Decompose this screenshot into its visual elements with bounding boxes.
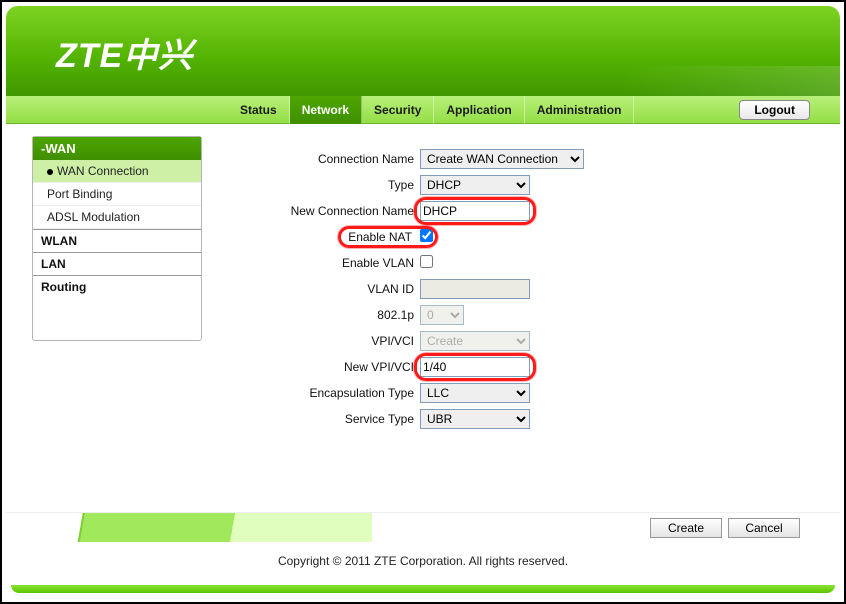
sidebar-head-wan[interactable]: -WAN	[33, 137, 201, 160]
input-vlan-id	[420, 279, 530, 299]
input-new-vpivci[interactable]	[420, 357, 530, 377]
select-connection-name[interactable]: Create WAN Connection	[420, 149, 584, 169]
label-vlan-id: VLAN ID	[232, 282, 420, 296]
label-new-connection-name: New Connection Name	[232, 204, 420, 218]
tab-security[interactable]: Security	[362, 96, 434, 124]
label-new-vpivci: New VPI/VCI	[232, 360, 420, 374]
brand-logo: ZTE中兴	[56, 28, 193, 77]
tab-bar: Status Network Security Application Admi…	[6, 96, 840, 124]
sidebar-cat-routing[interactable]: Routing	[33, 275, 201, 298]
tab-application[interactable]: Application	[434, 96, 524, 124]
sidebar-item-wan-connection[interactable]: WAN Connection	[33, 160, 201, 183]
label-encapsulation-type: Encapsulation Type	[232, 386, 420, 400]
tab-status[interactable]: Status	[228, 96, 290, 124]
label-enable-vlan: Enable VLAN	[232, 256, 420, 270]
footer-decoration	[11, 585, 835, 593]
label-8021p: 802.1p	[232, 308, 420, 322]
sidebar: -WAN WAN Connection Port Binding ADSL Mo…	[32, 136, 202, 341]
footer-action-bar: Create Cancel	[6, 512, 840, 542]
select-service-type[interactable]: UBR	[420, 409, 530, 429]
cancel-button[interactable]: Cancel	[728, 518, 800, 538]
copyright-text: Copyright © 2011 ZTE Corporation. All ri…	[6, 542, 840, 580]
header-banner: ZTE中兴	[6, 6, 840, 96]
label-enable-nat: Enable NAT	[348, 230, 412, 244]
label-connection-name: Connection Name	[232, 152, 420, 166]
select-type[interactable]: DHCP	[420, 175, 530, 195]
bullet-icon	[47, 169, 53, 175]
select-encapsulation-type[interactable]: LLC	[420, 383, 530, 403]
label-type: Type	[232, 178, 420, 192]
sidebar-cat-lan[interactable]: LAN	[33, 252, 201, 275]
form-area: Connection NameCreate WAN Connection Typ…	[202, 136, 814, 512]
label-service-type: Service Type	[232, 412, 420, 426]
sidebar-item-label: WAN Connection	[57, 164, 149, 178]
select-vpivci: Create	[420, 331, 530, 351]
label-vpivci: VPI/VCI	[232, 334, 420, 348]
logout-button[interactable]: Logout	[739, 100, 810, 120]
select-8021p: 0	[420, 305, 464, 325]
sidebar-cat-wlan[interactable]: WLAN	[33, 229, 201, 252]
sidebar-item-port-binding[interactable]: Port Binding	[33, 183, 201, 206]
input-new-connection-name[interactable]	[420, 201, 530, 221]
checkbox-enable-vlan[interactable]	[420, 255, 433, 268]
create-button[interactable]: Create	[650, 518, 722, 538]
tab-administration[interactable]: Administration	[525, 96, 635, 124]
tab-network[interactable]: Network	[290, 96, 362, 124]
sidebar-item-adsl-modulation[interactable]: ADSL Modulation	[33, 206, 201, 229]
